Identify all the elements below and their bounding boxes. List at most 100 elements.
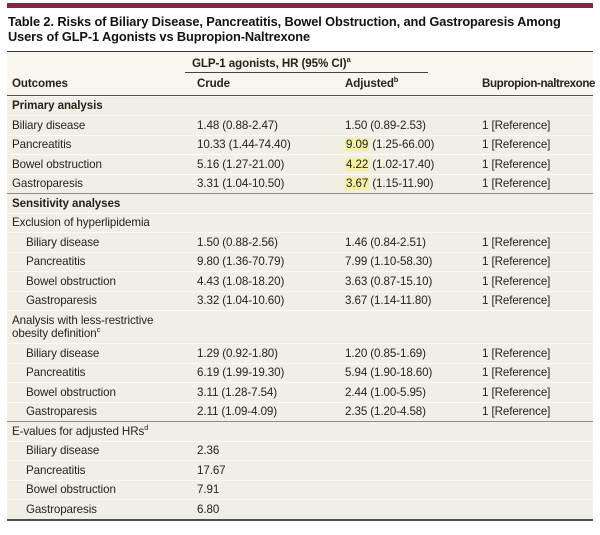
table-row: Biliary disease 1.48 (0.88-2.47) 1.50 (0.8… <box>7 115 593 135</box>
adjusted-hr-cell: 9.09 (1.25-66.00) <box>345 138 435 151</box>
reference-cell: 1 [Reference] <box>482 346 551 360</box>
section-label: E-values for adjusted HRsd <box>12 422 149 438</box>
adjusted-hr-cell: 3.67 (1.15-11.90) <box>345 177 434 190</box>
adjusted-hr-cell: 1.46 (0.84-2.51) <box>345 235 426 249</box>
table-row: Bowel obstruction 5.16 (1.27-21.00) 4.22 (… <box>7 154 593 174</box>
outcome-label: Pancreatitis <box>26 255 86 268</box>
crude-hr-cell: 9.80 (1.36-70.79) <box>197 255 285 268</box>
reference-cell <box>482 483 593 497</box>
table-row: Bowel obstruction 7.91 <box>7 479 593 500</box>
footnote-marker: d <box>144 422 149 432</box>
reference-cell: 1 [Reference] <box>482 274 551 288</box>
table-row: Biliary disease 2.36 <box>7 440 593 461</box>
reference-cell: 1 [Reference] <box>482 118 551 132</box>
highlighted-hr-value: 4.22 <box>345 157 370 171</box>
outcome-label: Biliary disease <box>26 235 100 249</box>
crude-hr-cell: 6.80 <box>197 502 220 516</box>
column-header-adjusted-text: Adjusted <box>345 76 394 90</box>
column-header-outcomes-text: Outcomes <box>12 76 68 90</box>
reference-cell: 1 [Reference] <box>482 385 551 399</box>
outcome-label: Biliary disease <box>12 118 86 132</box>
footnote-marker: c <box>96 325 101 335</box>
hr-value: 5.94 <box>345 366 368 379</box>
crude-hr-cell: 3.11 (1.28-7.54) <box>197 385 278 399</box>
reference-cell: 1 [Reference] <box>482 255 551 268</box>
table-row: Bowel obstruction 4.43 (1.08-18.20) 3.63 (… <box>7 271 593 291</box>
table-row: Pancreatitis 17.67 <box>7 460 593 480</box>
section-row: Exclusion of hyperlipidemia <box>7 212 593 233</box>
table-row: Pancreatitis 10.33 (1.44-74.40) 9.09 (1.25… <box>7 134 593 155</box>
hr-value: 1.46 <box>345 235 368 249</box>
column-header-bupropion-naltrexone: Bupropion-naltrexone <box>482 77 595 90</box>
section-row: E-values for adjusted HRsd <box>7 421 593 441</box>
outcome-label: Biliary disease <box>26 346 100 360</box>
highlighted-hr-value: 3.67 <box>345 177 370 190</box>
reference-cell <box>482 444 593 458</box>
table-row: Bowel obstruction 3.11 (1.28-7.54) 2.44 (1… <box>7 382 593 402</box>
crude-hr-cell: 1.48 (0.88-2.47) <box>197 118 278 132</box>
journal-table: GLP-1 agonists, HR (95% CI)a Outcomes Cr… <box>7 50 595 521</box>
adjusted-hr-cell: 5.94 (1.90-18.60) <box>345 366 433 379</box>
crude-hr-cell: 4.43 (1.08-18.20) <box>197 274 285 288</box>
crude-hr-cell: 7.91 <box>197 483 220 496</box>
crude-hr-cell: 10.33 (1.44-74.40) <box>197 138 291 151</box>
adjusted-hr-cell: 2.44 (1.00-5.95) <box>345 385 426 399</box>
hr-value: 3.63 <box>345 274 368 288</box>
outcome-label: Gastroparesis <box>26 405 97 418</box>
table-row: Gastroparesis 6.80 <box>7 499 593 519</box>
reference-cell: 1 [Reference] <box>482 138 551 151</box>
hr-value: 1.50 <box>345 118 368 132</box>
section-label: Primary analysis <box>12 99 103 112</box>
column-header-crude: Crude <box>197 77 345 90</box>
adjusted-hr-cell: 3.67 (1.14-11.80) <box>345 294 432 307</box>
reference-cell <box>482 464 593 478</box>
section-row: Analysis with less-restrictive obesity d… <box>7 310 593 343</box>
crude-hr-cell: 6.19 (1.99-19.30) <box>197 366 285 379</box>
spanner-row: GLP-1 agonists, HR (95% CI)a <box>7 52 593 73</box>
outcome-label: Bowel obstruction <box>26 274 116 288</box>
adjusted-hr-cell: 7.99 (1.10-58.30) <box>345 255 433 268</box>
column-header-adjusted: Adjustedb <box>345 75 482 90</box>
reference-cell <box>482 503 593 517</box>
column-header-outcomes: Outcomes <box>12 77 197 90</box>
adjusted-hr-cell: 1.20 (0.85-1.69) <box>345 346 426 360</box>
section-label: Sensitivity analyses <box>12 196 121 210</box>
column-header-bupropion-naltrexone-text: Bupropion-naltrexone <box>482 76 596 90</box>
crude-hr-cell: 1.50 (0.88-2.56) <box>197 235 278 249</box>
crude-hr-cell: 3.32 (1.04-10.60) <box>197 294 285 307</box>
reference-cell: 1 [Reference] <box>482 157 551 171</box>
crude-hr-cell: 1.29 (0.92-1.80) <box>197 346 278 360</box>
crude-hr-cell: 3.31 (1.04-10.50) <box>197 177 285 190</box>
crude-hr-cell: 2.36 <box>197 444 220 457</box>
reference-cell: 1 [Reference] <box>482 235 551 249</box>
spanner-footnote-marker: a <box>346 54 351 64</box>
hr-value: 1.20 <box>345 346 368 360</box>
adjusted-hr-cell: 3.63 (0.87-15.10) <box>345 274 433 288</box>
section-label: Exclusion of hyperlipidemia <box>12 216 150 229</box>
hr-value: 7.99 <box>345 255 368 268</box>
table-row: Gastroparesis 2.11 (1.09-4.09) 2.35 (1.20-… <box>7 401 593 422</box>
outcome-label: Bowel obstruction <box>26 483 116 496</box>
table-row: Biliary disease 1.29 (0.92-1.80) 1.20 (0.8… <box>7 343 593 363</box>
outcome-label: Pancreatitis <box>26 366 86 379</box>
accent-bar <box>7 3 593 8</box>
table-title: Table 2. Risks of Biliary Disease, Pancr… <box>8 13 561 45</box>
column-header-row: Outcomes Crude Adjustedb Bupropion-naltr… <box>7 73 595 95</box>
outcome-label: Gastroparesis <box>12 177 83 190</box>
table-header: GLP-1 agonists, HR (95% CI)a Outcomes Cr… <box>7 51 595 96</box>
hr-value: 3.67 <box>345 294 368 307</box>
section-row: Sensitivity analyses <box>7 193 593 213</box>
adjusted-hr-cell: 2.35 (1.20-4.58) <box>345 405 426 418</box>
highlighted-hr-value: 9.09 <box>345 138 370 151</box>
adjusted-hr-cell <box>345 444 482 458</box>
spanner-label: GLP-1 agonists, HR (95% CI)a <box>185 54 428 73</box>
reference-cell: 1 [Reference] <box>482 177 551 190</box>
reference-cell: 1 [Reference] <box>482 405 551 418</box>
table-row: Gastroparesis 3.32 (1.04-10.60) 3.67 (1.14… <box>7 290 593 311</box>
section-label: Analysis with less-restrictive obesity d… <box>12 313 154 341</box>
reference-cell: 1 [Reference] <box>482 366 551 379</box>
outcome-label: Bowel obstruction <box>12 157 102 171</box>
hr-value: 2.44 <box>345 385 368 399</box>
outcome-label: Biliary disease <box>26 444 100 457</box>
table-body: Primary analysis Biliary disease 1.48 (0.8… <box>7 95 593 519</box>
